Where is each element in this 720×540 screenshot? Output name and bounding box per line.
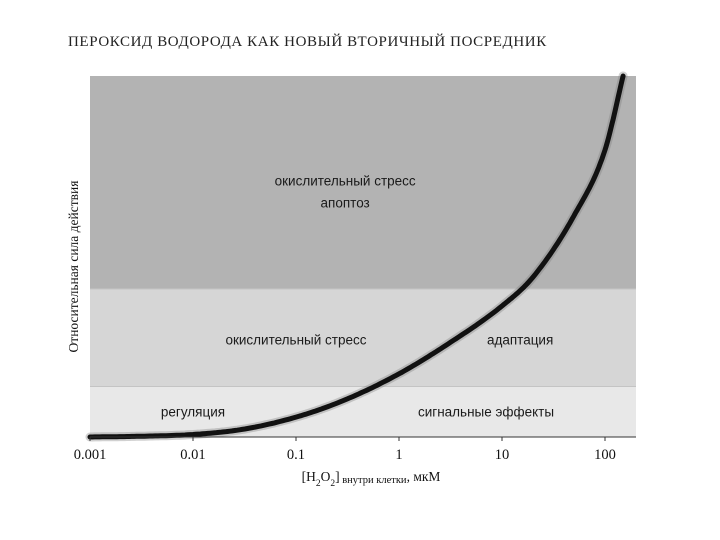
zone-label: апоптоз (321, 195, 370, 210)
x-tick-label: 0.01 (180, 447, 205, 463)
zone-band-0 (90, 386, 636, 437)
x-axis-title-part: внутри клетки (340, 475, 407, 486)
x-tick-label: 1 (395, 447, 402, 463)
x-tick-label: 0.1 (287, 447, 305, 463)
zone-label: окислительный стресс (275, 174, 416, 189)
zone-labels-layer: регуляция сигнальные эффекты окислительный… (161, 174, 554, 420)
zone-band-2 (90, 76, 636, 289)
zones-layer (90, 76, 636, 437)
chart-title: ПЕРОКСИД ВОДОРОДА КАК НОВЫЙ ВТОРИЧНЫЙ ПО… (68, 34, 547, 50)
ticks-layer: 0.001 0.01 0.1 1 10 100 (74, 437, 616, 463)
zone-label: сигнальные эффекты (418, 405, 554, 420)
series-line (87, 73, 626, 440)
zone-label: регуляция (161, 405, 225, 420)
x-axis-title-part: ] (335, 469, 340, 484)
zone-band-1 (90, 288, 636, 387)
x-axis-title-part: O (321, 469, 331, 484)
x-tick-label: 100 (594, 447, 616, 463)
x-axis-title-part: 2 (330, 479, 335, 489)
x-axis-title-part: , мкМ (407, 469, 441, 484)
x-axis-title-part: [H (302, 469, 316, 484)
zone-label: адаптация (487, 333, 553, 348)
x-tick-label: 0.001 (74, 447, 107, 463)
x-axis-title-part: 2 (316, 479, 321, 489)
zone-label: окислительный стресс (225, 333, 366, 348)
x-axis-title: [H2O2] внутри клетки, мкМ (302, 469, 441, 489)
curve-layer (85, 71, 628, 442)
x-tick-label: 10 (495, 447, 510, 463)
y-axis-title: Относительная сила действия (66, 181, 81, 353)
